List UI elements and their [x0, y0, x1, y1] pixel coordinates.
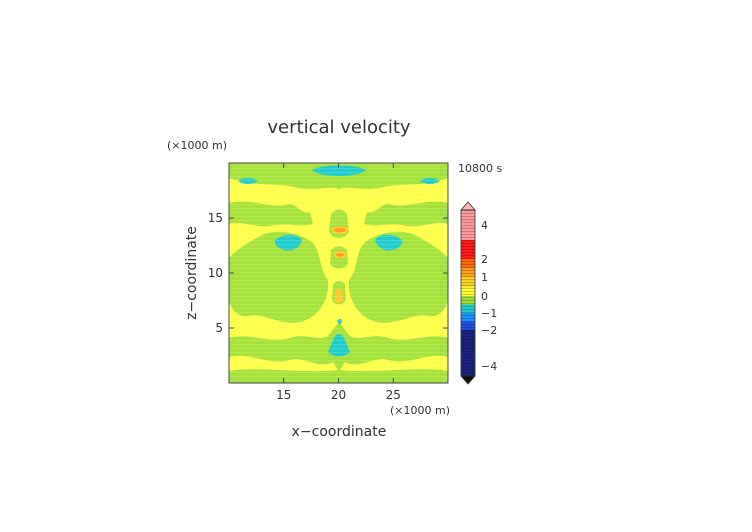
y-tick-label: 10 [208, 266, 223, 280]
colorbar-tick-label: 2 [481, 253, 488, 266]
x-tick-label: 20 [331, 388, 346, 402]
colorbar-tick-label: 0 [481, 290, 488, 303]
colorbar-min-arrow [460, 375, 476, 385]
y-axis-label: z−coordinate [184, 226, 200, 320]
colorbar-tick-label: −2 [481, 324, 497, 337]
colorbar: 4 2 1 0 −1 −2 −4 [460, 201, 497, 385]
colorbar-tick-label: −4 [481, 360, 497, 373]
x-axis: 15 20 25 [276, 163, 401, 402]
colorbar-max-arrow [460, 201, 476, 211]
colorbar-tick-label: 4 [481, 219, 488, 232]
plot-area [229, 163, 448, 383]
y-tick-label: 15 [208, 211, 223, 225]
colorbar-tick-label: 1 [481, 271, 488, 284]
x-tick-label: 15 [276, 388, 291, 402]
colorbar-lines [461, 210, 475, 376]
colorbar-tick-label: −1 [481, 307, 497, 320]
time-label: 10800 s [458, 162, 502, 175]
y-unit-label: (×1000 m) [167, 139, 227, 152]
shading-lines [229, 163, 448, 383]
x-tick-label: 25 [386, 388, 401, 402]
x-axis-label: x−coordinate [292, 424, 387, 440]
chart-title: vertical velocity [267, 117, 411, 138]
x-unit-label: (×1000 m) [390, 404, 450, 417]
colorbar-frame [460, 209, 476, 377]
y-tick-label: 5 [215, 321, 223, 335]
y-axis: 5 10 15 [208, 211, 448, 335]
